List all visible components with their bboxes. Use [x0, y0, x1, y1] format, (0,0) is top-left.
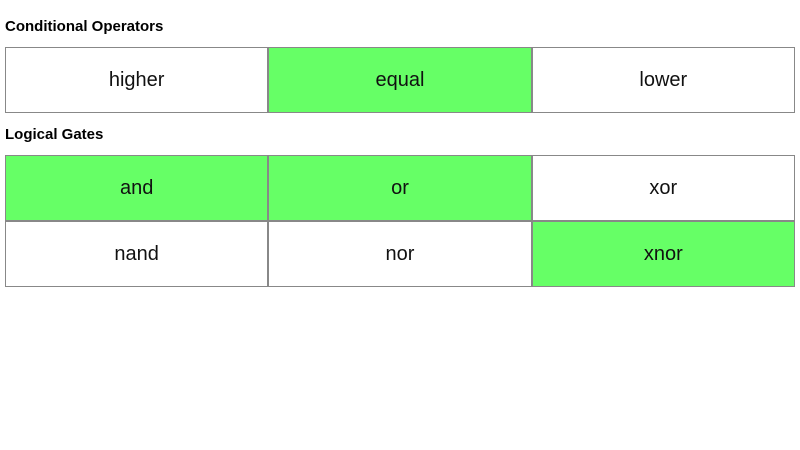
xor-button[interactable]: xor	[531, 155, 795, 221]
logical-gates-heading: Logical Gates	[5, 126, 104, 143]
conditional-operators-heading: Conditional Operators	[5, 18, 164, 35]
higher-button[interactable]: higher	[5, 47, 269, 113]
nor-button[interactable]: nor	[268, 221, 532, 287]
logical-gates-grid: and or xor nand nor xnor	[5, 155, 795, 287]
conditional-operators-grid: higher equal lower	[5, 47, 795, 113]
lower-button[interactable]: lower	[531, 47, 795, 113]
and-button[interactable]: and	[5, 155, 269, 221]
or-button[interactable]: or	[268, 155, 532, 221]
nand-button[interactable]: nand	[5, 221, 269, 287]
equal-button[interactable]: equal	[268, 47, 532, 113]
xnor-button[interactable]: xnor	[531, 221, 795, 287]
